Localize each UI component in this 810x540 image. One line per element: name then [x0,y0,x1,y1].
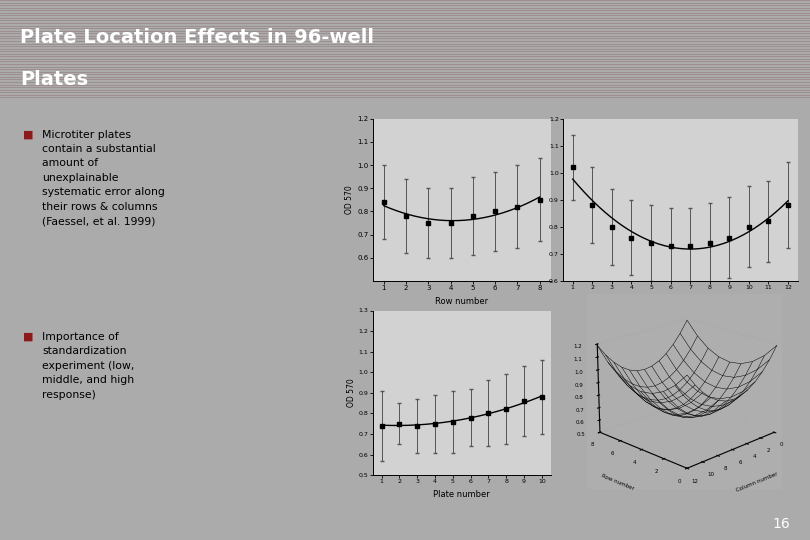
Text: Microtiter plates
contain a substantial
amount of
unexplainable
systematic error: Microtiter plates contain a substantial … [42,130,165,226]
X-axis label: Column number: Column number [646,295,714,305]
Text: Importance of
standardization
experiment (low,
middle, and high
response): Importance of standardization experiment… [42,332,134,400]
Text: ■: ■ [23,332,33,342]
Y-axis label: Row number: Row number [600,474,634,491]
Y-axis label: OD 570: OD 570 [345,185,355,214]
Y-axis label: OD 570: OD 570 [347,379,356,407]
X-axis label: Row number: Row number [435,296,488,306]
Text: Plate Location Effects in 96-well: Plate Location Effects in 96-well [20,28,374,47]
Text: Plates: Plates [20,70,88,89]
X-axis label: Column number: Column number [735,471,778,493]
Text: ■: ■ [23,130,33,140]
X-axis label: Plate number: Plate number [433,490,490,499]
Text: 16: 16 [772,517,790,531]
